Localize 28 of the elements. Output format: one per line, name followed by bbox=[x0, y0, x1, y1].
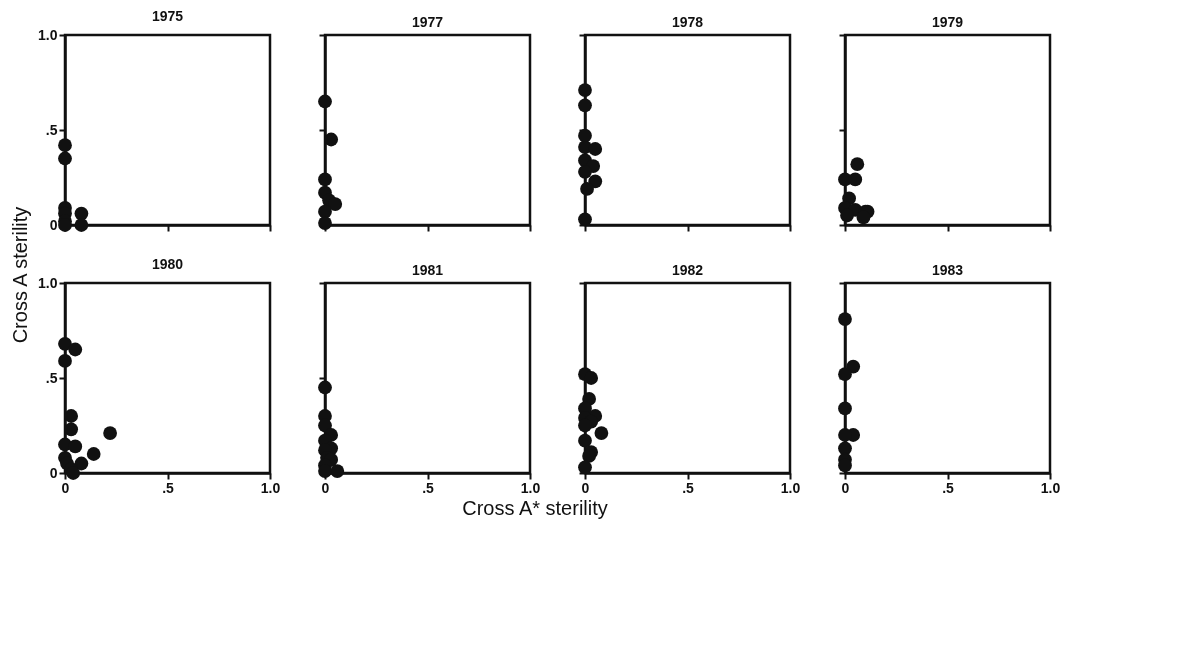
y-tick-label: 0 bbox=[49, 464, 58, 481]
x-tick-label: 1.0 bbox=[520, 479, 541, 496]
x-tick-label: .5 bbox=[162, 479, 175, 496]
chart-title: 1979 bbox=[931, 14, 964, 30]
y-tick-label: 1.0 bbox=[38, 26, 58, 43]
y-tick-label: 1.0 bbox=[38, 274, 58, 291]
x-tick-label: .5 bbox=[422, 479, 435, 496]
y-tick-label: .5 bbox=[45, 121, 58, 138]
chart-title: 1983 bbox=[931, 262, 964, 278]
chart-title: 1977 bbox=[411, 14, 444, 30]
x-tick-label: 1.0 bbox=[780, 479, 801, 496]
chart-title: 1975 bbox=[151, 8, 184, 24]
x-tick-label: 0 bbox=[841, 479, 850, 496]
chart-title: 1978 bbox=[671, 14, 704, 30]
y-axis-title: Cross A sterility bbox=[9, 206, 31, 344]
y-tick-label: 0 bbox=[49, 216, 58, 233]
x-tick-label: 0 bbox=[61, 479, 70, 496]
x-tick-label: 1.0 bbox=[260, 479, 281, 496]
x-tick-label: 1.0 bbox=[1040, 479, 1061, 496]
x-tick-label: .5 bbox=[942, 479, 955, 496]
chart-title: 1982 bbox=[671, 262, 704, 278]
chart-title: 1981 bbox=[411, 262, 444, 278]
x-tick-label: .5 bbox=[682, 479, 695, 496]
x-axis-title: Cross A* sterility bbox=[462, 497, 608, 519]
chart-title: 1980 bbox=[151, 256, 184, 272]
x-tick-label: 0 bbox=[581, 479, 590, 496]
y-tick-label: .5 bbox=[45, 369, 58, 386]
x-tick-label: 0 bbox=[321, 479, 330, 496]
